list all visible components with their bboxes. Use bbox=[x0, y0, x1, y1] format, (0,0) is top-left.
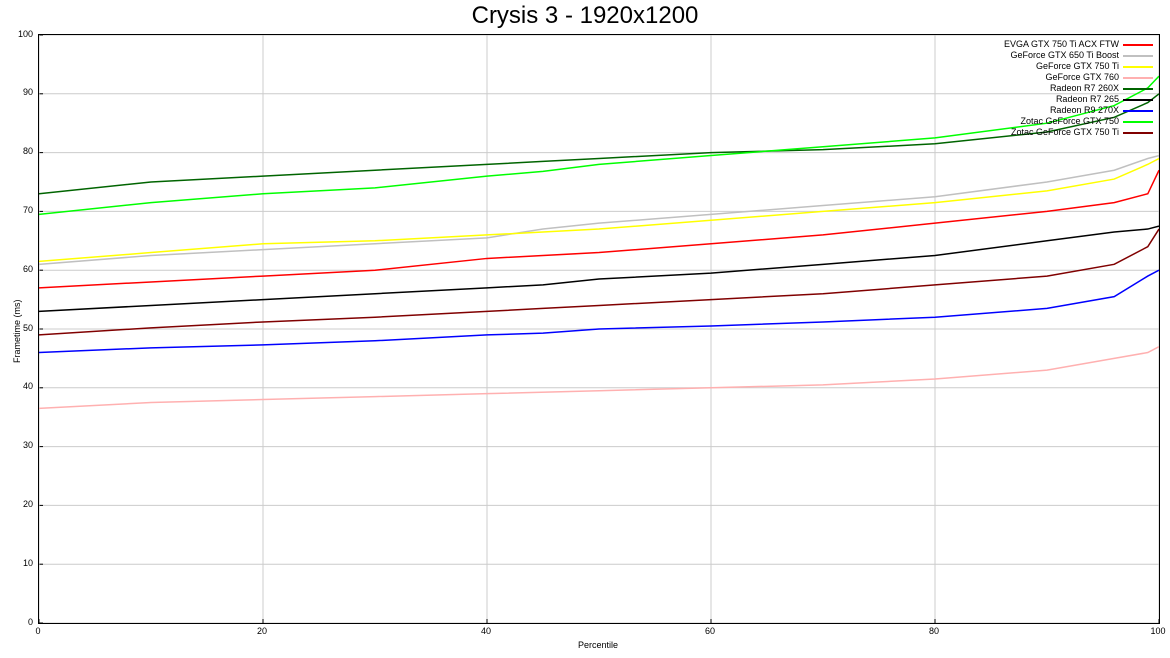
y-tick-label: 10 bbox=[8, 558, 33, 568]
legend-item: EVGA GTX 750 Ti ACX FTW bbox=[1004, 39, 1153, 50]
y-tick-label: 90 bbox=[8, 87, 33, 97]
series-line bbox=[39, 226, 1159, 311]
legend-swatch bbox=[1123, 88, 1153, 90]
legend-item: GeForce GTX 650 Ti Boost bbox=[1004, 50, 1153, 61]
series-line bbox=[39, 94, 1159, 194]
legend-label: Radeon R7 260X bbox=[1050, 83, 1119, 94]
legend-item: Radeon R9 270X bbox=[1004, 105, 1153, 116]
legend-swatch bbox=[1123, 66, 1153, 68]
series-line bbox=[39, 270, 1159, 352]
y-tick-label: 30 bbox=[8, 440, 33, 450]
legend-label: GeForce GTX 650 Ti Boost bbox=[1010, 50, 1119, 61]
legend-label: Zotac GeForce GTX 750 Ti bbox=[1011, 127, 1119, 138]
legend-label: Zotac GeForce GTX 750 bbox=[1020, 116, 1119, 127]
y-tick-label: 0 bbox=[8, 617, 33, 627]
legend-item: Radeon R7 260X bbox=[1004, 83, 1153, 94]
plot-svg bbox=[39, 35, 1159, 623]
legend-swatch bbox=[1123, 132, 1153, 134]
x-tick-label: 40 bbox=[481, 626, 491, 636]
legend-item: GeForce GTX 760 bbox=[1004, 72, 1153, 83]
legend-label: Radeon R9 270X bbox=[1050, 105, 1119, 116]
chart-title: Crysis 3 - 1920x1200 bbox=[0, 2, 1170, 30]
legend-swatch bbox=[1123, 44, 1153, 46]
legend-label: EVGA GTX 750 Ti ACX FTW bbox=[1004, 39, 1119, 50]
legend-item: Zotac GeForce GTX 750 Ti bbox=[1004, 127, 1153, 138]
x-tick-label: 0 bbox=[35, 626, 40, 636]
chart-legend: EVGA GTX 750 Ti ACX FTWGeForce GTX 650 T… bbox=[1004, 39, 1153, 138]
legend-label: GeForce GTX 750 Ti bbox=[1036, 61, 1119, 72]
x-tick-label: 20 bbox=[257, 626, 267, 636]
y-tick-label: 20 bbox=[8, 499, 33, 509]
legend-swatch bbox=[1123, 99, 1153, 101]
y-tick-label: 60 bbox=[8, 264, 33, 274]
legend-item: GeForce GTX 750 Ti bbox=[1004, 61, 1153, 72]
y-tick-label: 70 bbox=[8, 205, 33, 215]
x-tick-label: 100 bbox=[1150, 626, 1165, 636]
y-tick-label: 50 bbox=[8, 323, 33, 333]
x-axis-label: Percentile bbox=[38, 640, 1158, 650]
x-tick-label: 80 bbox=[929, 626, 939, 636]
legend-item: Zotac GeForce GTX 750 bbox=[1004, 116, 1153, 127]
legend-label: GeForce GTX 760 bbox=[1045, 72, 1119, 83]
plot-area: EVGA GTX 750 Ti ACX FTWGeForce GTX 650 T… bbox=[38, 34, 1160, 624]
series-line bbox=[39, 229, 1159, 335]
y-tick-label: 40 bbox=[8, 381, 33, 391]
frametime-percentile-chart: Crysis 3 - 1920x1200 EVGA GTX 750 Ti ACX… bbox=[0, 0, 1170, 658]
legend-swatch bbox=[1123, 110, 1153, 112]
series-line bbox=[39, 76, 1159, 214]
legend-label: Radeon R7 265 bbox=[1056, 94, 1119, 105]
series-line bbox=[39, 158, 1159, 261]
y-tick-label: 80 bbox=[8, 146, 33, 156]
y-tick-label: 100 bbox=[8, 29, 33, 39]
legend-swatch bbox=[1123, 121, 1153, 123]
series-line bbox=[39, 347, 1159, 409]
legend-item: Radeon R7 265 bbox=[1004, 94, 1153, 105]
legend-swatch bbox=[1123, 55, 1153, 57]
x-tick-label: 60 bbox=[705, 626, 715, 636]
legend-swatch bbox=[1123, 77, 1153, 79]
